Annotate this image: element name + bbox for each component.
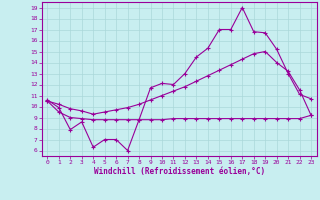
X-axis label: Windchill (Refroidissement éolien,°C): Windchill (Refroidissement éolien,°C) — [94, 167, 265, 176]
